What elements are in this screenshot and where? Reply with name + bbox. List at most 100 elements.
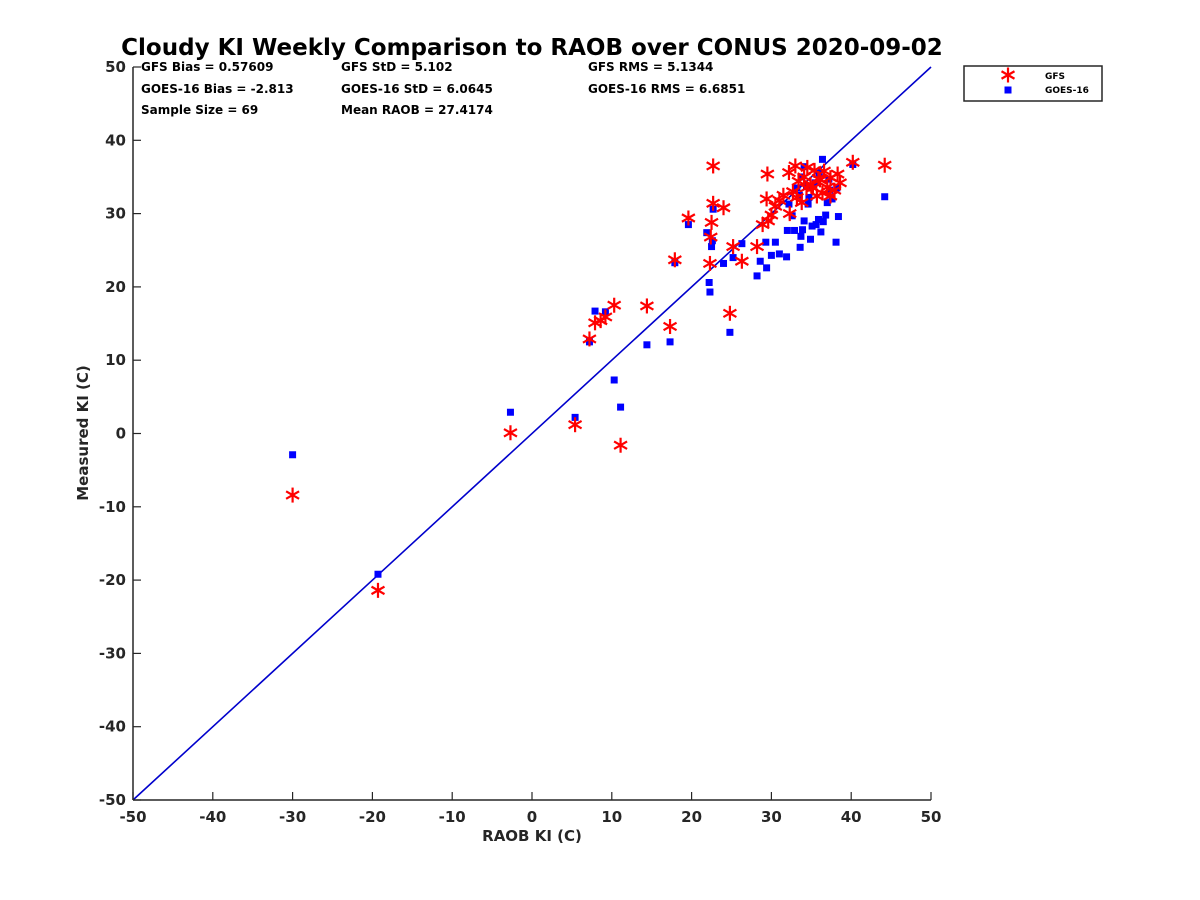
goes-16-point	[610, 376, 618, 384]
x-tick-label: 30	[761, 808, 782, 826]
gfs-point	[503, 425, 518, 441]
asterisk-stroke	[823, 191, 838, 201]
y-tick-label: 20	[105, 278, 126, 296]
gfs-point	[716, 200, 731, 216]
gfs-point	[845, 154, 860, 170]
goes-16-point	[796, 243, 804, 251]
goes-16-point	[819, 218, 827, 226]
asterisk-stroke	[845, 157, 860, 167]
asterisk-stroke	[760, 169, 775, 179]
goes-16-point	[666, 338, 674, 346]
asterisk-stroke	[613, 440, 628, 450]
gfs-point	[706, 158, 721, 174]
x-tick-label: 50	[921, 808, 942, 826]
gfs-point	[749, 239, 765, 255]
asterisk-stroke	[726, 241, 741, 252]
goes-16-point	[828, 195, 836, 203]
gfs-point	[830, 166, 845, 182]
goes-16-point	[763, 264, 771, 272]
x-tick-label: 0	[527, 808, 537, 826]
stat-text: Mean RAOB = 27.4174	[341, 103, 493, 117]
goes-16-point	[818, 155, 826, 163]
gfs-point	[598, 309, 613, 325]
asterisk-stroke	[582, 334, 597, 344]
asterisk-stroke	[749, 241, 765, 252]
x-tick-label: 10	[601, 808, 622, 826]
goes-16-point	[374, 570, 382, 578]
goes-16-point	[881, 193, 889, 201]
statistics-panel: GFS Bias = 0.57609 GFS StD = 5.102 GFS RMS…	[141, 60, 745, 117]
gfs-point	[759, 191, 774, 207]
goes-16-point	[834, 213, 842, 221]
goes-16-point	[799, 226, 807, 234]
stat-text: Sample Size = 69	[141, 103, 258, 117]
goes-16-point	[805, 193, 813, 201]
asterisk-stroke	[706, 198, 721, 209]
gfs-point	[639, 298, 654, 314]
asterisk-stroke	[794, 197, 809, 208]
x-axis-label: RAOB KI (C)	[482, 827, 582, 845]
x-tick-label: -10	[439, 808, 466, 826]
goes-16-point	[753, 272, 761, 280]
legend-goes-16-marker	[1004, 86, 1012, 94]
y-axis-label: Measured KI (C)	[74, 365, 92, 501]
goes-16-point	[643, 341, 651, 349]
goes-16-point	[720, 259, 728, 267]
x-tick-label: 20	[681, 808, 702, 826]
asterisk-stroke	[830, 169, 845, 179]
stat-text: GOES-16 Bias = -2.813	[141, 82, 294, 96]
y-tick-label: -10	[99, 498, 126, 516]
goes-16-point	[807, 235, 815, 243]
goes-16-point	[738, 240, 746, 248]
goes-16-point	[708, 237, 716, 245]
asterisk-stroke	[370, 585, 386, 596]
goes-16-point	[506, 408, 514, 416]
goes-16-point	[812, 221, 820, 229]
gfs-point	[811, 170, 826, 186]
goes-16-point	[775, 250, 783, 258]
asterisk-stroke	[503, 428, 518, 438]
goes-16-point	[793, 184, 801, 192]
goes-16-point	[771, 238, 779, 246]
asterisk-stroke	[781, 167, 797, 178]
stat-text: GFS Bias = 0.57609	[141, 60, 273, 74]
goes-16-point	[756, 257, 764, 265]
asterisk-stroke	[805, 183, 820, 193]
gfs-point	[702, 255, 717, 271]
legend-gfs-marker	[1000, 67, 1016, 83]
gfs-point	[734, 253, 749, 269]
x-tick-label: -50	[119, 808, 146, 826]
asterisk-stroke	[703, 232, 718, 242]
asterisk-stroke	[788, 161, 803, 171]
asterisk-stroke	[568, 420, 583, 430]
goes-16-point	[767, 251, 775, 259]
gfs-point	[663, 318, 678, 334]
gfs-point	[285, 487, 300, 503]
asterisk-stroke	[667, 255, 682, 265]
asterisk-stroke	[832, 178, 848, 188]
gfs-point	[706, 195, 721, 211]
y-tick-label: -50	[99, 791, 126, 809]
goes-16-point	[591, 307, 599, 315]
goes-16-point	[289, 451, 297, 459]
gfs-point	[613, 437, 628, 453]
asterisk-stroke	[782, 208, 797, 219]
goes-16-point	[729, 254, 737, 262]
asterisk-stroke	[811, 173, 826, 184]
y-tick-label: 0	[116, 425, 126, 443]
legend-goes-16-label: GOES-16	[1045, 86, 1089, 96]
gfs-point	[681, 210, 696, 226]
asterisk-stroke	[706, 161, 721, 171]
goes-16-point	[814, 215, 822, 223]
asterisk-stroke	[1000, 70, 1016, 80]
y-tick-label: 50	[105, 58, 126, 76]
goes-16-point	[703, 229, 711, 237]
stat-text: GOES-16 RMS = 6.6851	[588, 82, 745, 96]
stat-text: GFS StD = 5.102	[341, 60, 453, 74]
y-tick-label: 40	[105, 131, 126, 149]
asterisk-stroke	[702, 258, 717, 269]
y-tick-label: -20	[99, 571, 126, 589]
asterisk-stroke	[607, 300, 622, 310]
gfs-point	[782, 206, 797, 222]
